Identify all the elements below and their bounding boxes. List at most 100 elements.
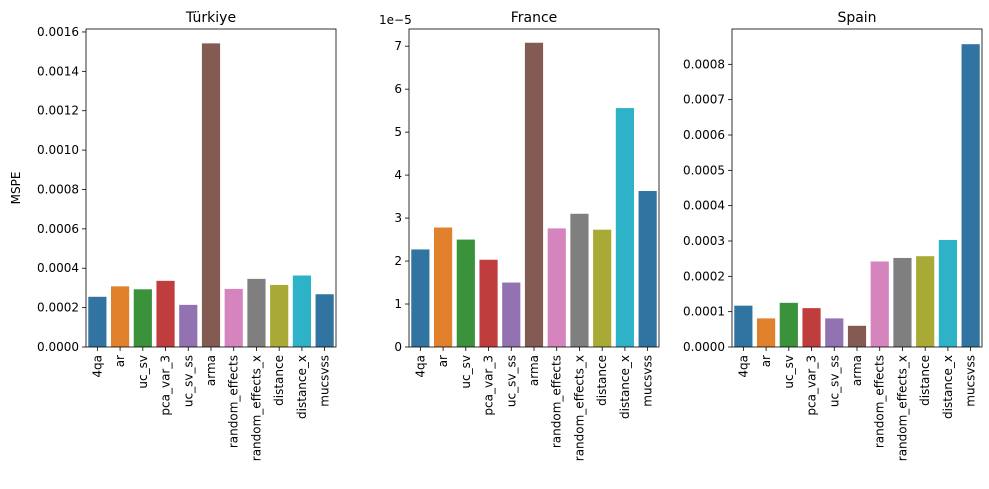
bar-pca_var_3 (156, 280, 175, 347)
bar-uc_sv (456, 239, 475, 347)
y-tick-label: 0.0004 (37, 261, 79, 275)
x-tick-label: uc_sv_ss (827, 355, 841, 407)
bar-uc_sv_ss (179, 304, 198, 347)
y-tick-label: 0.0001 (683, 305, 725, 319)
bar-distance (916, 256, 935, 347)
y-tick-label: 5 (394, 125, 402, 139)
x-tick-label: uc_sv (782, 355, 796, 389)
x-tick-label: uc_sv (459, 355, 473, 389)
y-tick-label: 0.0007 (683, 93, 725, 107)
bar-arma (524, 42, 544, 347)
x-tick-label: random_effects_x (249, 355, 263, 461)
x-tick-label: distance_x (618, 355, 632, 419)
y-tick-label: 0.0003 (683, 234, 725, 248)
y-axis-label: MSPE (9, 172, 23, 205)
bar-ar (757, 318, 776, 347)
bar-4qa (411, 249, 430, 347)
bar-random_effects (547, 228, 566, 347)
y-tick-label: 4 (394, 168, 402, 182)
y-tick-label: 2 (394, 254, 402, 268)
y-tick-label: 3 (394, 211, 402, 225)
x-tick-label: distance (272, 355, 286, 406)
bar-random_effects_x (570, 213, 589, 347)
x-tick-label: 4qa (413, 355, 427, 378)
y-tick-label: 0.0008 (683, 57, 725, 71)
x-tick-label: uc_sv_ss (181, 355, 195, 407)
y-tick-label: 6 (394, 82, 402, 96)
x-tick-label: mucsvss (641, 355, 655, 407)
bar-ar (434, 227, 453, 347)
x-tick-label: ar (113, 355, 127, 367)
y-tick-label: 0 (394, 340, 402, 354)
bar-random_effects (224, 288, 243, 347)
y-tick-label: 0.0006 (683, 128, 725, 142)
bar-random_effects_x (893, 257, 912, 347)
bar-distance (270, 284, 289, 347)
y-tick-label: 0.0008 (37, 182, 79, 196)
chart-title: Türkiye (185, 10, 236, 26)
bar-distance_x (292, 275, 311, 347)
panel-0: 0.0000 0.0002 0.0004 0.0006 0.0008 0.0010 0.00… (9, 10, 337, 461)
y-tick-label: 0.0000 (683, 340, 725, 354)
y-tick-label: 0.0016 (37, 25, 79, 39)
x-tick-label: random_effects_x (572, 355, 586, 461)
y-tick-label: 1 (394, 297, 402, 311)
bar-pca_var_3 (479, 259, 498, 347)
x-tick-label: ar (436, 355, 450, 367)
x-tick-label: uc_sv (136, 355, 150, 389)
y-tick-label: 0.0004 (683, 199, 725, 213)
x-tick-label: distance (595, 355, 609, 406)
x-tick-label: arma (850, 355, 864, 386)
bar-random_effects (870, 261, 889, 347)
bar-mucsvss (638, 191, 657, 347)
bar-4qa (734, 305, 753, 347)
x-tick-label: pca_var_3 (805, 355, 819, 416)
panel-2: 0.0000 0.0001 0.0002 0.0003 0.0004 0.0005 0.00… (683, 10, 983, 461)
x-tick-label: random_effects (873, 355, 887, 448)
x-tick-label: arma (204, 355, 218, 386)
x-tick-label: distance (918, 355, 932, 406)
x-tick-label: 4qa (736, 355, 750, 378)
y-tick-label: 0.0006 (37, 222, 79, 236)
bar-arma (847, 325, 867, 347)
bar-ar (111, 286, 130, 347)
y-tick-label: 0.0000 (37, 340, 79, 354)
y-tick-label: 0.0002 (37, 301, 79, 315)
y-tick-label: 0.0005 (683, 163, 725, 177)
x-tick-label: 4qa (90, 355, 104, 378)
x-tick-label: mucsvss (964, 355, 978, 407)
y-tick-label: 0.0012 (37, 104, 79, 118)
bar-uc_sv_ss (502, 282, 521, 347)
chart-title: Spain (837, 10, 876, 26)
x-tick-label: random_effects (227, 355, 241, 448)
bar-distance (593, 229, 612, 347)
x-tick-label: mucsvss (318, 355, 332, 407)
x-tick-label: pca_var_3 (159, 355, 173, 416)
bar-pca_var_3 (802, 308, 821, 347)
x-tick-label: uc_sv_ss (504, 355, 518, 407)
x-tick-label: ar (759, 355, 773, 367)
y-tick-label: 0.0010 (37, 143, 79, 157)
bar-arma (201, 43, 221, 348)
y-tick-label: 0.0014 (37, 64, 79, 78)
bar-4qa (88, 296, 107, 347)
y-tick-label: 0.0002 (683, 269, 725, 283)
bar-random_effects_x (247, 278, 266, 347)
bar-uc_sv (133, 289, 152, 347)
chart-title: France (511, 10, 558, 26)
y-offset-text: 1e−5 (379, 13, 412, 27)
y-tick-label: 7 (394, 39, 402, 53)
x-tick-label: random_effects_x (895, 355, 909, 461)
bar-uc_sv_ss (825, 318, 844, 347)
bar-uc_sv (779, 302, 798, 347)
x-tick-label: arma (527, 355, 541, 386)
x-tick-label: distance_x (295, 355, 309, 419)
x-tick-label: distance_x (941, 355, 955, 419)
bar-distance_x (615, 108, 634, 347)
bar-distance_x (938, 239, 957, 347)
x-tick-label: pca_var_3 (482, 355, 496, 416)
bar-mucsvss (315, 294, 334, 347)
x-tick-label: random_effects (550, 355, 564, 448)
